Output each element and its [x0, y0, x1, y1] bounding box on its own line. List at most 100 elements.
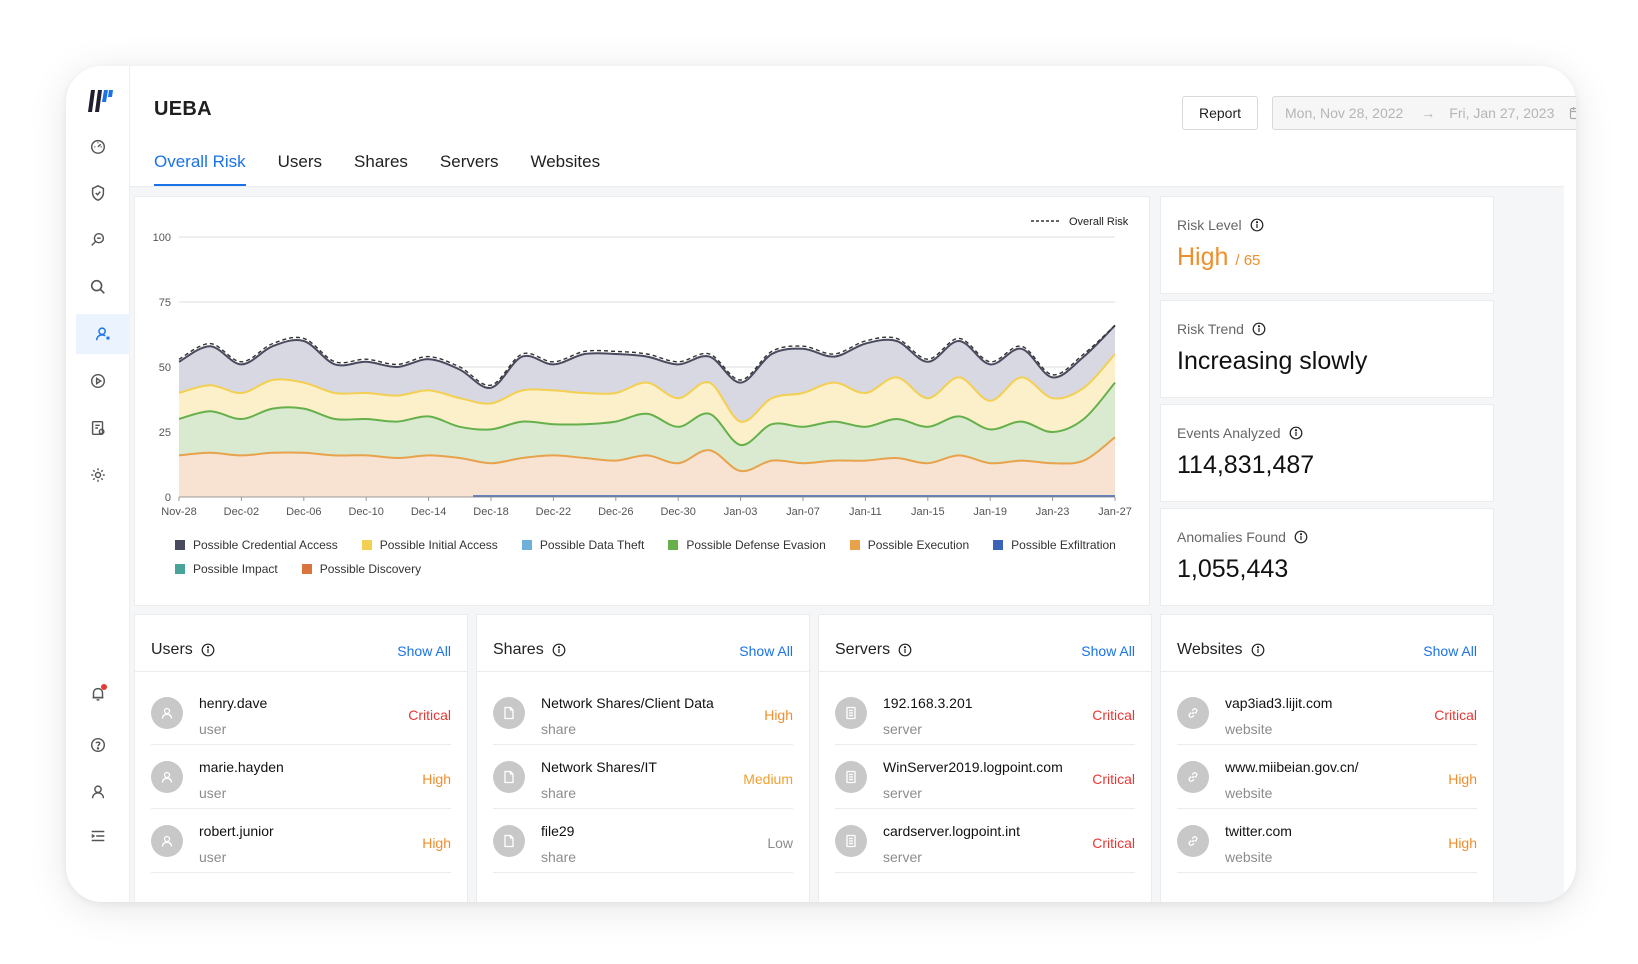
- legend-label: Possible Initial Access: [379, 538, 498, 552]
- x-tick-label: Jan-03: [724, 506, 758, 518]
- tab-websites[interactable]: Websites: [530, 152, 601, 171]
- sidebar-item-profile[interactable]: [76, 772, 120, 812]
- info-icon[interactable]: [1250, 218, 1264, 232]
- legend-swatch: [993, 540, 1004, 550]
- risk-level-card: Risk Level High / 65: [1160, 196, 1494, 294]
- line-possible-credential-access: [178, 324, 1116, 389]
- websites-show-all-link[interactable]: Show All: [1423, 643, 1477, 659]
- servers-show-all-link[interactable]: Show All: [1081, 643, 1135, 659]
- y-tick-label: 75: [159, 297, 171, 309]
- list-item[interactable]: 192.168.3.201 server Critical: [835, 681, 1135, 745]
- sidebar-item-playbooks[interactable]: [76, 361, 120, 401]
- users-show-all-link[interactable]: Show All: [397, 643, 451, 659]
- legend-overall-risk-label: Overall Risk: [1069, 216, 1129, 228]
- list-item[interactable]: marie.hayden user High: [151, 745, 451, 809]
- item-type: server: [883, 785, 922, 801]
- list-item[interactable]: robert.junior user High: [151, 809, 451, 873]
- list-item[interactable]: www.miibeian.gov.cn/ website High: [1177, 745, 1477, 809]
- events-label-text: Events Analyzed: [1177, 425, 1281, 441]
- legend-item[interactable]: Possible Data Theft: [521, 537, 644, 553]
- legend-item[interactable]: Possible Impact: [175, 561, 278, 577]
- info-icon[interactable]: [1289, 426, 1303, 440]
- item-type: share: [541, 849, 577, 865]
- report-button[interactable]: Report: [1182, 96, 1258, 130]
- risk-level-badge: Low: [767, 835, 793, 851]
- tab-overall-risk[interactable]: Overall Risk: [154, 152, 246, 186]
- legend-item[interactable]: Possible Discovery: [301, 561, 421, 577]
- info-icon[interactable]: [1251, 643, 1265, 657]
- list-item[interactable]: cardserver.logpoint.int server Critical: [835, 809, 1135, 873]
- list-item[interactable]: Network Shares/Client Data share High: [493, 681, 793, 745]
- calendar-icon: [1569, 107, 1576, 120]
- info-icon[interactable]: [552, 643, 566, 657]
- item-type: user: [199, 721, 227, 737]
- sidebar-item-reports[interactable]: [76, 408, 120, 448]
- investigate-icon: [91, 232, 105, 246]
- tab-shares[interactable]: Shares: [354, 152, 408, 171]
- sidebar-item-security[interactable]: [76, 173, 120, 213]
- item-name: Network Shares/IT: [541, 759, 657, 775]
- info-icon[interactable]: [201, 643, 215, 657]
- list-item[interactable]: henry.dave user Critical: [151, 681, 451, 745]
- sidebar-item-investigate[interactable]: [76, 220, 120, 260]
- legend-label: Possible Defense Evasion: [686, 538, 826, 552]
- sidebar-item-dashboard[interactable]: [76, 126, 120, 166]
- risk-score: / 65: [1235, 252, 1261, 269]
- legend-item[interactable]: Possible Exfiltration: [993, 537, 1116, 553]
- info-icon[interactable]: [1294, 530, 1308, 544]
- sidebar-item-settings[interactable]: [76, 455, 120, 495]
- list-item[interactable]: twitter.com website High: [1177, 809, 1477, 873]
- legend-item[interactable]: Possible Initial Access: [361, 537, 498, 553]
- user-avatar-icon: [161, 707, 173, 719]
- anomalies-found-value: 1,055,443: [1177, 555, 1289, 583]
- item-name: cardserver.logpoint.int: [883, 823, 1020, 839]
- risk-level-badge: Critical: [1434, 707, 1477, 723]
- legend-item[interactable]: Possible Credential Access: [175, 537, 338, 553]
- x-tick-label: Jan-19: [973, 506, 1007, 518]
- list-item[interactable]: WinServer2019.logpoint.com server Critic…: [835, 745, 1135, 809]
- sidebar-toggle[interactable]: [76, 816, 120, 856]
- events-analyzed-value: 114,831,487: [1177, 451, 1315, 479]
- x-tick-label: Jan-11: [849, 506, 882, 518]
- info-icon[interactable]: [898, 643, 912, 657]
- tab-users[interactable]: Users: [277, 152, 323, 171]
- x-tick-label: Jan-07: [786, 506, 820, 518]
- server-icon: [846, 706, 856, 720]
- date-start: Mon, Nov 28, 2022: [1285, 105, 1404, 121]
- shares-show-all-link[interactable]: Show All: [739, 643, 793, 659]
- websites-avatar: [1177, 761, 1209, 793]
- websites-card-title: Websites: [1177, 641, 1265, 659]
- x-tick-label: Nov-28: [161, 506, 196, 518]
- websites-title-text: Websites: [1177, 641, 1243, 658]
- risk-level-badge: Critical: [1092, 771, 1135, 787]
- settings-icon: [91, 468, 105, 482]
- date-range-picker[interactable]: Mon, Nov 28, 2022 → Fri, Jan 27, 2023: [1272, 96, 1576, 130]
- sidebar-item-search[interactable]: [76, 267, 120, 307]
- item-type: user: [199, 785, 227, 801]
- sidebar-item-users[interactable]: [76, 314, 130, 354]
- shares-avatar: [493, 825, 525, 857]
- overall-risk-chart: 0 25 50 75 100 Nov-28 Dec-02 Dec-06 Dec-10 Dec-14…: [153, 216, 1132, 518]
- x-tick-label: Jan-23: [1036, 506, 1070, 518]
- list-item[interactable]: Network Shares/IT share Medium: [493, 745, 793, 809]
- list-item[interactable]: vap3iad3.lijit.com website Critical: [1177, 681, 1477, 745]
- legend-item[interactable]: Possible Execution: [849, 537, 969, 553]
- legend-item[interactable]: Possible Defense Evasion: [668, 537, 826, 553]
- risk-level-text: High: [1177, 243, 1229, 271]
- file-icon: [504, 770, 514, 784]
- sidebar-item-notifications[interactable]: [76, 674, 120, 714]
- legend-label: Possible Impact: [193, 562, 278, 576]
- server-icon: [846, 770, 856, 784]
- x-tick-label: Jan-27: [1098, 506, 1132, 518]
- risk-trend-value: Increasing slowly: [1177, 347, 1368, 375]
- servers-avatar: [835, 697, 867, 729]
- line-overall-risk: [178, 324, 1116, 386]
- logo-icon: [88, 90, 113, 112]
- tab-servers[interactable]: Servers: [439, 152, 499, 171]
- item-name: twitter.com: [1225, 823, 1292, 839]
- sidebar-item-help[interactable]: [76, 725, 120, 765]
- anomalies-found-label: Anomalies Found: [1177, 529, 1308, 545]
- users-title-text: Users: [151, 641, 193, 658]
- info-icon[interactable]: [1252, 322, 1266, 336]
- list-item[interactable]: file29 share Low: [493, 809, 793, 873]
